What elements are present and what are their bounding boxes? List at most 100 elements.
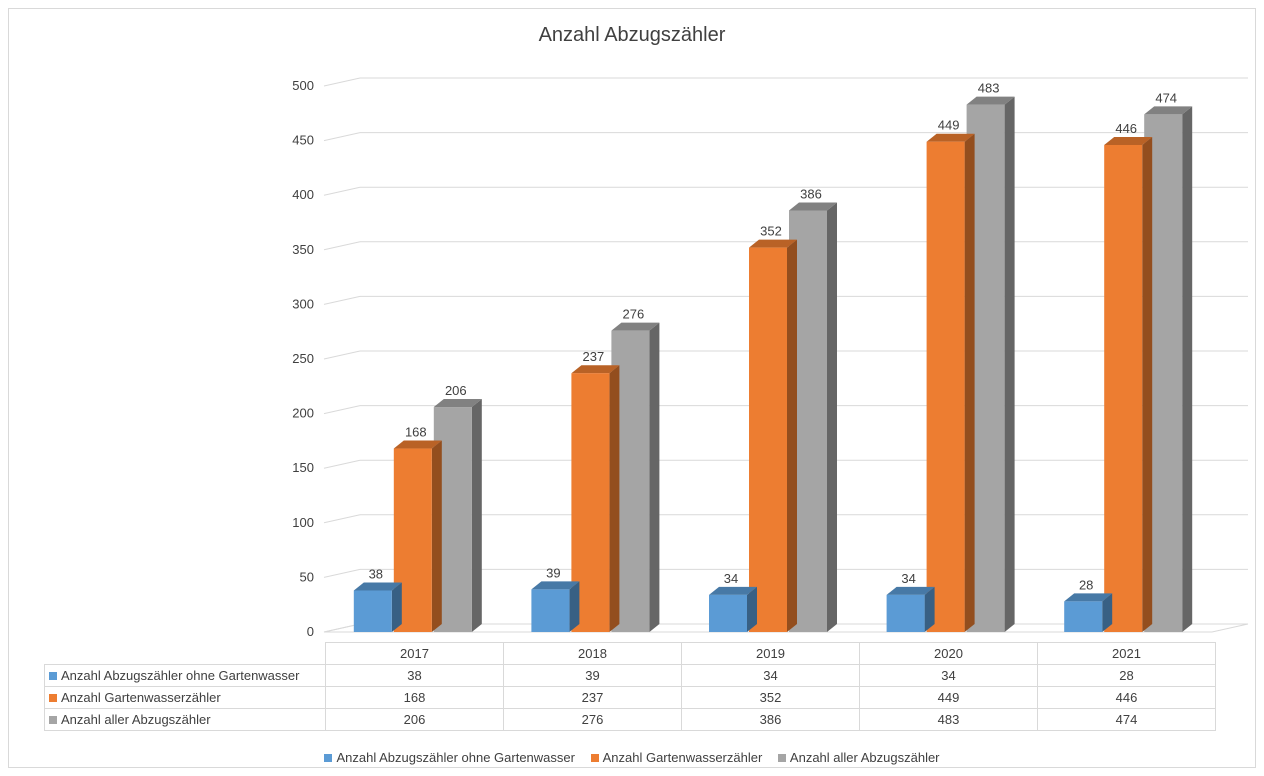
bar-top [886, 586, 935, 595]
bar-side [827, 202, 837, 632]
gridline-depth [323, 295, 361, 305]
gridline-depth [323, 77, 361, 87]
legend-swatch [777, 754, 786, 762]
data-label: 446 [1115, 121, 1137, 136]
gridline-depth [323, 459, 361, 469]
y-tick-label: 150 [292, 460, 314, 475]
legend-item: Anzahl aller Abzugszähler [777, 750, 940, 765]
bar-top [926, 133, 975, 142]
gridline-depth [323, 350, 361, 360]
y-tick-label: 100 [292, 515, 314, 530]
data-table-year: 2017 [325, 642, 504, 665]
data-label: 352 [760, 224, 782, 239]
data-label: 449 [938, 118, 960, 133]
data-table-cell: 237 [503, 686, 682, 709]
bar-side [649, 322, 660, 632]
bar-side [964, 133, 975, 632]
legend-swatch [590, 754, 599, 762]
bar-top [1064, 593, 1113, 602]
legend-swatch [324, 754, 333, 762]
data-label: 386 [800, 186, 822, 201]
bar-side [569, 581, 580, 632]
gridline-depth [323, 241, 361, 251]
data-label: 483 [978, 81, 1000, 96]
y-tick-label: 50 [300, 569, 314, 584]
bar-top [531, 581, 580, 590]
bar-side [609, 365, 620, 632]
data-table-row: Anzahl aller Abzugszähler 206 276 386 48… [44, 708, 1216, 731]
data-table-cell: 446 [1037, 686, 1216, 709]
bar-side [1182, 106, 1193, 633]
data-table: 2017 2018 2019 2020 2021 Anzahl Abzugszä… [44, 642, 1216, 731]
series-swatch [49, 672, 57, 680]
bar-side [924, 586, 935, 632]
chart-title: Anzahl Abzugszähler [538, 24, 726, 46]
series-name: Anzahl Abzugszähler ohne Gartenwasser [61, 668, 300, 683]
y-tick-label: 350 [292, 242, 314, 257]
bar-top [433, 399, 482, 408]
y-tick-label: 400 [292, 187, 314, 202]
data-table-cell: 386 [681, 708, 860, 731]
bar-top [571, 365, 620, 374]
bar-side [787, 239, 797, 632]
legend-item: Anzahl Abzugszähler ohne Gartenwasser [324, 750, 575, 765]
bar-side [1004, 96, 1015, 632]
bar-top [789, 202, 837, 211]
bar [1104, 144, 1143, 632]
series-name: Anzahl Gartenwasserzähler [61, 690, 221, 705]
chart-plot: 0 50 100 150 200 250 300 350 400 450 500 206 168 38 27… [292, 77, 1249, 639]
data-label: 474 [1155, 90, 1177, 105]
bar-top [1104, 136, 1153, 145]
bar-side [431, 440, 442, 632]
data-table-row-label: Anzahl aller Abzugszähler [44, 708, 326, 731]
data-table-corner [44, 642, 326, 665]
bar [1064, 601, 1103, 632]
data-table-row-label: Anzahl Gartenwasserzähler [44, 686, 326, 709]
bar [353, 590, 392, 632]
data-table-cell: 483 [859, 708, 1038, 731]
gridline-depth [323, 186, 361, 196]
data-table-cell: 276 [503, 708, 682, 731]
data-table-cell: 449 [859, 686, 1038, 709]
data-table-header: 2017 2018 2019 2020 2021 [44, 642, 1216, 665]
bar-top [966, 96, 1015, 105]
data-label: 168 [405, 425, 427, 440]
data-label: 34 [724, 571, 738, 586]
y-tick-label: 200 [292, 406, 314, 421]
bar [709, 594, 747, 632]
legend-label: Anzahl aller Abzugszähler [789, 750, 940, 765]
bar-top [611, 322, 660, 331]
data-table-row: Anzahl Gartenwasserzähler 168 237 352 44… [44, 686, 1216, 709]
data-label: 237 [583, 349, 605, 364]
bar [749, 247, 787, 632]
data-table-cell: 474 [1037, 708, 1216, 731]
data-table-cell: 34 [681, 664, 860, 687]
bar-side [1102, 593, 1113, 632]
gridline-depth [323, 132, 361, 142]
y-tick-label: 250 [292, 351, 314, 366]
legend-label: Anzahl Gartenwasserzähler [602, 750, 763, 765]
data-table-year: 2021 [1037, 642, 1216, 665]
bar-top [1144, 106, 1193, 115]
data-table-year: 2019 [681, 642, 860, 665]
data-label: 276 [623, 307, 645, 322]
bar-top [353, 582, 402, 591]
bar [531, 589, 570, 632]
y-tick-label: 0 [307, 624, 314, 639]
series-swatch [49, 694, 57, 702]
data-label: 38 [369, 567, 383, 582]
bar-top [393, 440, 442, 449]
data-label: 28 [1079, 577, 1093, 592]
legend-label: Anzahl Abzugszähler ohne Gartenwasser [336, 750, 575, 765]
chart-frame [8, 8, 1256, 768]
data-table-cell: 206 [325, 708, 504, 731]
data-table-row: Anzahl Abzugszähler ohne Gartenwasser 38… [44, 664, 1216, 687]
data-table-row-label: Anzahl Abzugszähler ohne Gartenwasser [44, 664, 326, 687]
y-tick-label: 500 [292, 78, 314, 93]
data-table-cell: 168 [325, 686, 504, 709]
data-label: 34 [901, 571, 915, 586]
legend: Anzahl Abzugszähler ohne Gartenwasser An… [0, 750, 1264, 765]
bar-top [709, 586, 757, 595]
data-table-cell: 28 [1037, 664, 1216, 687]
data-table-year: 2018 [503, 642, 682, 665]
